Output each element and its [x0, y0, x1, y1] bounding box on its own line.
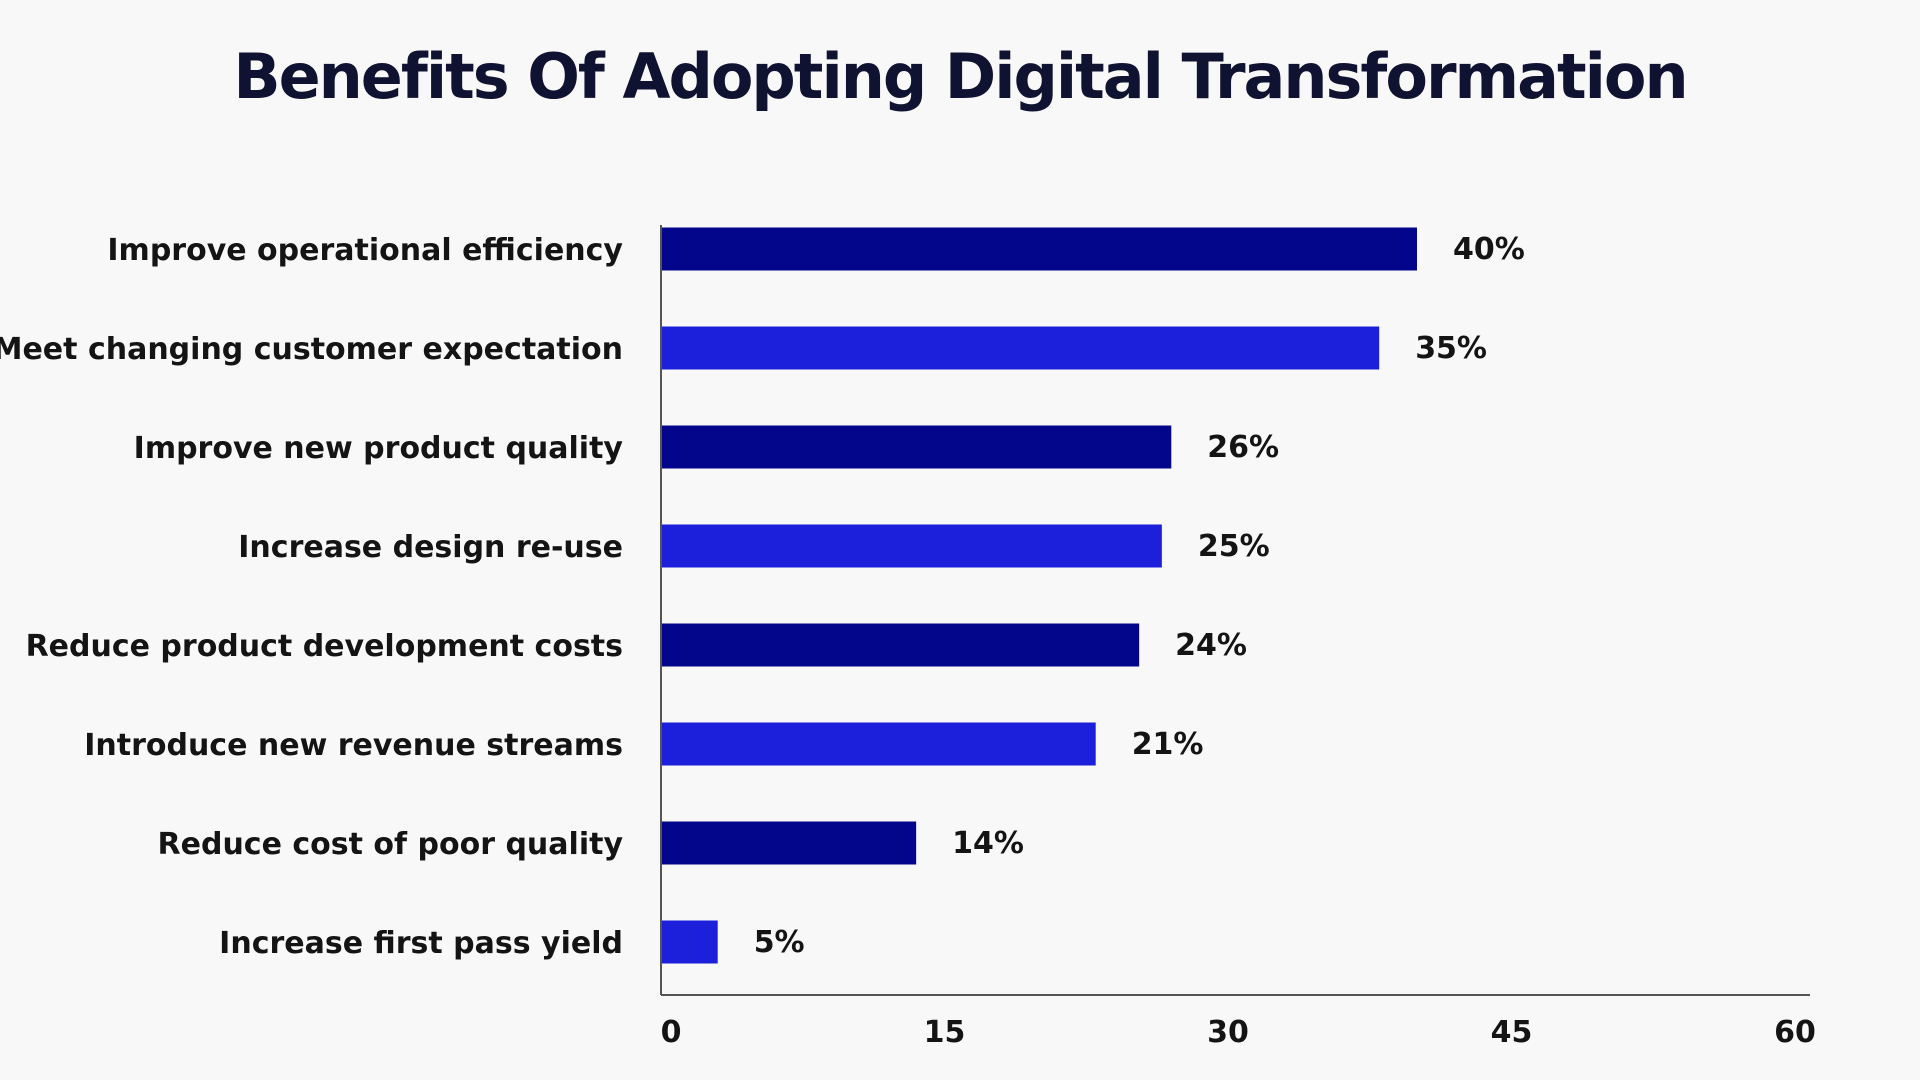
bar-1 [661, 227, 1417, 271]
bar-5 [661, 623, 1140, 667]
value-label-5: 24% [1175, 628, 1247, 663]
category-label-1: Improve operational efficiency [107, 233, 623, 268]
value-label-6: 21% [1132, 727, 1204, 762]
bar-8 [661, 920, 718, 964]
bar-3 [661, 425, 1172, 469]
category-label-4: Increase design re-use [238, 530, 623, 565]
x-tick-label-45: 45 [1491, 1015, 1533, 1050]
category-label-2: Meet changing customer expectation [0, 332, 623, 367]
bar-2 [661, 326, 1380, 370]
value-label-4: 25% [1198, 529, 1270, 564]
bar-4 [661, 524, 1162, 568]
bars-layer [661, 227, 1417, 964]
category-label-8: Increase first pass yield [219, 926, 623, 961]
value-label-7: 14% [952, 826, 1024, 861]
value-label-1: 40% [1453, 232, 1525, 267]
x-tick-label-30: 30 [1207, 1015, 1249, 1050]
category-label-5: Reduce product development costs [26, 629, 623, 664]
bar-7 [661, 821, 917, 865]
category-label-7: Reduce cost of poor quality [158, 827, 624, 862]
chart-title: Benefits Of Adopting Digital Transformat… [233, 40, 1688, 113]
bar-6 [661, 722, 1096, 766]
x-tick-label-15: 15 [924, 1015, 966, 1050]
category-labels: Improve operational efficiency Meet chang… [0, 233, 623, 961]
value-label-3: 26% [1207, 430, 1279, 465]
x-tick-label-60: 60 [1774, 1015, 1816, 1050]
category-label-6: Introduce new revenue streams [84, 728, 623, 763]
category-label-3: Improve new product quality [134, 431, 624, 466]
x-tick-label-0: 0 [661, 1015, 682, 1050]
value-labels: 40% 35% 26% 25% 24% 21% 14% 5% [754, 232, 1525, 960]
value-label-2: 35% [1415, 331, 1487, 366]
value-label-8: 5% [754, 925, 805, 960]
x-tick-labels: 0 15 30 45 60 [661, 1015, 1816, 1050]
